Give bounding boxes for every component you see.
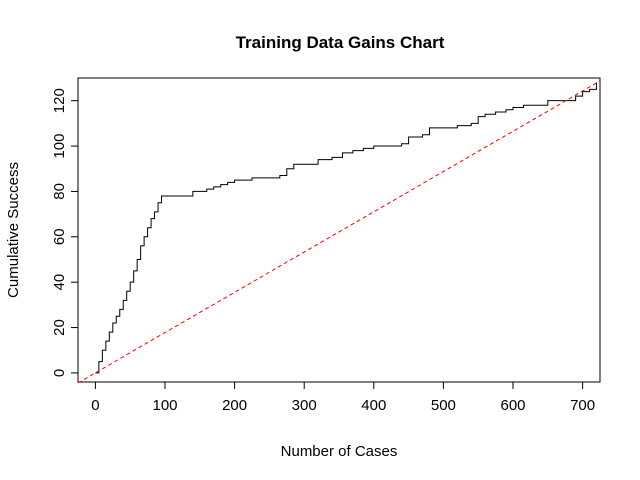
chart-title: Training Data Gains Chart [236, 33, 445, 52]
y-tick-label: 40 [51, 274, 68, 291]
y-axis-label: Cumulative Success [5, 162, 22, 298]
baseline-diagonal [77, 80, 601, 384]
y-axis: 0 20 40 60 80 100 120 [51, 88, 78, 377]
x-tick-label: 300 [292, 397, 317, 414]
x-tick-label: 700 [570, 397, 595, 414]
plot-frame [77, 77, 601, 383]
x-axis-label: Number of Cases [281, 443, 398, 460]
x-tick-label: 0 [91, 397, 99, 414]
y-tick-label: 80 [51, 183, 68, 200]
x-tick-label: 200 [222, 397, 247, 414]
y-tick-label: 60 [51, 228, 68, 245]
x-tick-label: 600 [500, 397, 525, 414]
y-tick-label: 120 [51, 88, 68, 113]
series-layer [77, 80, 601, 384]
y-tick-label: 0 [51, 369, 68, 377]
gains-curve [95, 82, 598, 374]
x-tick-label: 500 [431, 397, 456, 414]
x-tick-label: 100 [152, 397, 177, 414]
y-tick-label: 100 [51, 134, 68, 159]
x-tick-label: 400 [361, 397, 386, 414]
x-axis: 0 100 200 300 400 500 600 700 [91, 382, 595, 414]
y-tick-label: 20 [51, 319, 68, 336]
